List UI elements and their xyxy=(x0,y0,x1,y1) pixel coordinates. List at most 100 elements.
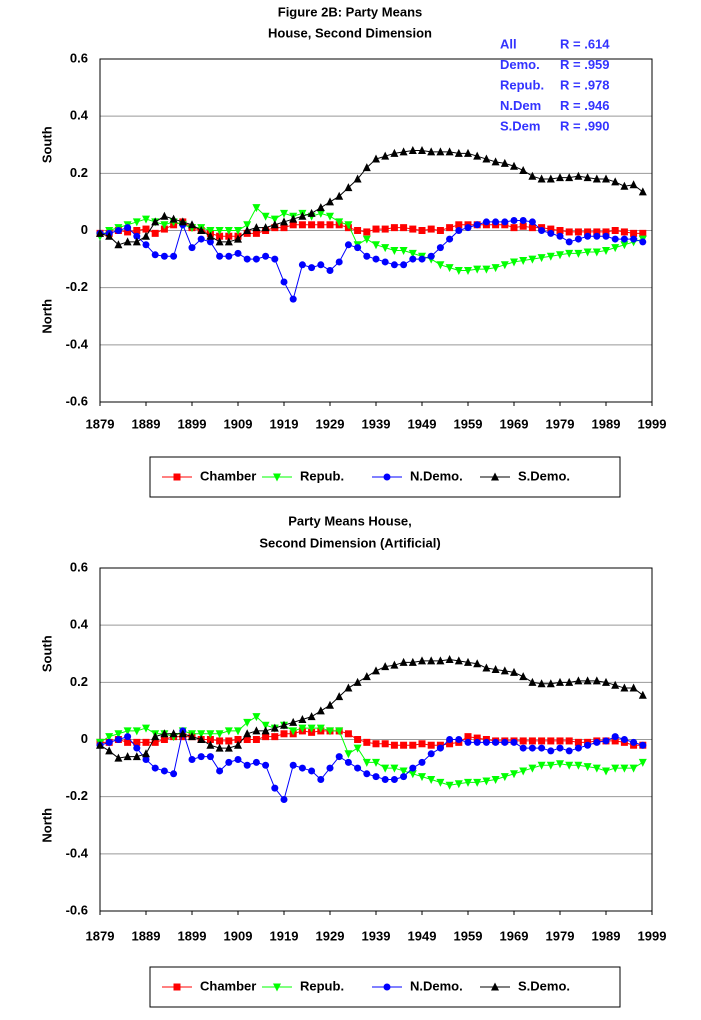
marker xyxy=(390,148,399,157)
marker xyxy=(354,227,362,234)
marker xyxy=(455,227,463,234)
marker xyxy=(399,147,408,156)
marker xyxy=(611,244,620,253)
marker xyxy=(611,737,619,745)
marker xyxy=(491,776,500,785)
legend-label: N.Demo. xyxy=(410,978,463,993)
marker xyxy=(519,165,528,174)
marker xyxy=(409,741,417,749)
marker xyxy=(528,744,536,752)
marker xyxy=(537,679,546,688)
marker xyxy=(335,753,343,761)
marker xyxy=(307,724,316,733)
marker xyxy=(473,734,481,742)
marker xyxy=(390,776,398,784)
marker xyxy=(252,758,260,766)
marker xyxy=(132,218,141,227)
marker xyxy=(363,738,371,746)
marker xyxy=(638,187,647,196)
marker xyxy=(105,738,113,746)
marker xyxy=(519,737,527,745)
marker xyxy=(473,265,482,274)
marker xyxy=(243,226,252,234)
marker xyxy=(381,244,390,253)
marker xyxy=(381,662,390,671)
annotation-name: N.Dem xyxy=(500,98,541,113)
marker xyxy=(234,727,242,736)
marker xyxy=(326,700,334,709)
marker xyxy=(372,225,380,233)
marker xyxy=(620,241,629,250)
x-tick-label: 1969 xyxy=(500,928,529,943)
marker xyxy=(160,767,168,775)
x-tick-label: 1949 xyxy=(408,928,437,943)
marker xyxy=(565,747,573,755)
marker xyxy=(446,740,454,748)
marker xyxy=(114,736,122,743)
marker xyxy=(197,235,205,243)
marker xyxy=(124,224,132,232)
marker xyxy=(335,727,344,736)
marker xyxy=(252,713,261,722)
marker xyxy=(160,736,168,743)
marker xyxy=(390,261,398,269)
marker xyxy=(400,773,408,781)
marker xyxy=(151,764,159,772)
marker xyxy=(445,781,454,790)
x-tick-label: 1979 xyxy=(546,928,575,943)
marker xyxy=(326,727,334,736)
marker xyxy=(473,659,482,668)
marker xyxy=(353,677,362,686)
marker xyxy=(316,203,325,212)
marker xyxy=(400,224,408,232)
marker xyxy=(510,258,518,267)
marker xyxy=(224,727,233,736)
marker xyxy=(592,248,601,257)
marker xyxy=(234,756,242,764)
marker xyxy=(556,760,564,769)
marker xyxy=(537,254,546,263)
marker xyxy=(317,776,325,784)
marker xyxy=(427,750,435,758)
marker xyxy=(510,161,518,170)
marker xyxy=(160,729,169,738)
marker xyxy=(142,749,150,758)
marker xyxy=(546,761,555,770)
marker xyxy=(243,221,252,230)
marker xyxy=(383,473,391,481)
marker xyxy=(574,235,582,243)
x-tick-label: 1959 xyxy=(454,928,483,943)
x-tick-label: 1989 xyxy=(592,416,621,431)
marker xyxy=(271,255,279,263)
marker xyxy=(574,761,583,770)
marker xyxy=(510,770,518,779)
marker xyxy=(234,227,242,235)
marker xyxy=(611,680,620,689)
marker xyxy=(206,753,214,761)
marker xyxy=(390,764,399,773)
marker xyxy=(105,733,114,742)
marker xyxy=(620,181,629,190)
marker xyxy=(528,677,537,686)
marker xyxy=(427,776,436,785)
marker xyxy=(216,252,224,260)
marker xyxy=(335,258,343,266)
marker xyxy=(344,758,352,766)
y-axis-label: South xyxy=(39,635,54,672)
marker xyxy=(630,738,638,746)
marker xyxy=(546,174,555,183)
chart-title: Figure 2B: Party Means xyxy=(278,4,423,19)
marker xyxy=(317,261,325,269)
marker xyxy=(280,796,288,804)
marker xyxy=(427,741,435,749)
marker xyxy=(602,232,610,240)
marker xyxy=(197,735,206,743)
x-tick-label: 1909 xyxy=(224,416,253,431)
marker xyxy=(528,224,536,232)
marker xyxy=(197,226,206,234)
marker xyxy=(620,683,629,692)
marker xyxy=(252,726,261,735)
marker xyxy=(418,656,426,665)
marker xyxy=(500,773,509,782)
marker xyxy=(482,154,491,163)
